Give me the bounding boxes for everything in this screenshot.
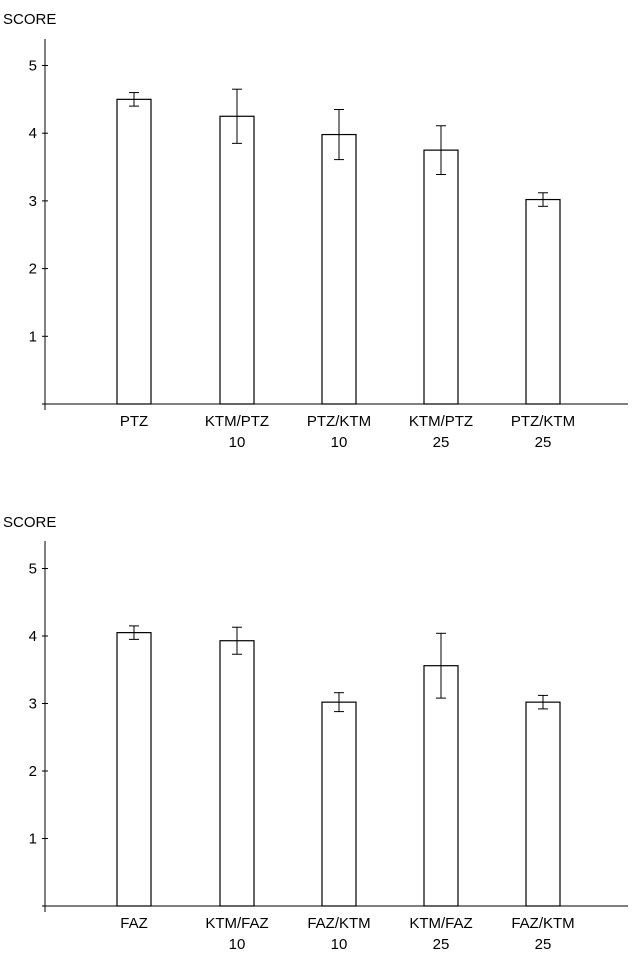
x-tick-label: PTZ/KTM xyxy=(511,413,575,430)
x-tick-label: 25 xyxy=(433,936,450,953)
x-tick-label: KTM/PTZ xyxy=(409,413,473,430)
y-tick-label: 4 xyxy=(29,125,37,142)
x-tick-label: PTZ xyxy=(120,413,148,430)
x-tick-label: KTM/FAZ xyxy=(205,915,268,932)
bar xyxy=(321,133,357,405)
bar xyxy=(423,149,459,405)
bar xyxy=(423,665,459,907)
x-tick-label: 10 xyxy=(331,936,348,953)
bar xyxy=(219,640,255,907)
y-axis-label: SCORE xyxy=(3,514,56,531)
x-tick-label: 25 xyxy=(433,434,450,451)
y-tick-label: 2 xyxy=(29,261,37,278)
chart-panel-2: SCORE 1 2 3 4 5 FAZ KTM/FAZ 10 FAZ/KTM 10 KTM/FAZ 25… xyxy=(3,514,628,953)
y-tick-label: 3 xyxy=(29,193,37,210)
bar xyxy=(116,98,152,405)
x-tick-label: 25 xyxy=(535,434,552,451)
y-tick-label: 5 xyxy=(29,561,37,578)
x-tick-label: KTM/PTZ xyxy=(205,413,269,430)
y-tick-label: 1 xyxy=(29,831,37,848)
x-tick-label: 25 xyxy=(535,936,552,953)
y-tick-label: 3 xyxy=(29,696,37,713)
x-tick-label: KTM/FAZ xyxy=(409,915,472,932)
x-tick-label: 10 xyxy=(229,434,246,451)
x-tick-label: PTZ/KTM xyxy=(307,413,371,430)
y-tick-label: 4 xyxy=(29,628,37,645)
chart-panel-1: SCORE 1 2 3 4 5 PTZ KTM/PTZ 10 PTZ/KTM 10 KTM/PTZ 25… xyxy=(3,11,628,451)
bar xyxy=(321,701,357,907)
x-tick-label: FAZ/KTM xyxy=(307,915,370,932)
x-tick-label: FAZ xyxy=(120,915,148,932)
x-tick-label: 10 xyxy=(229,936,246,953)
y-tick-label: 1 xyxy=(29,328,37,345)
y-tick-label: 2 xyxy=(29,763,37,780)
y-axis-label: SCORE xyxy=(3,11,56,28)
x-tick-label: FAZ/KTM xyxy=(511,915,574,932)
y-tick-label: 5 xyxy=(29,58,37,75)
x-tick-label: 10 xyxy=(331,434,348,451)
bar xyxy=(525,198,561,405)
bar xyxy=(116,632,152,907)
bar xyxy=(525,701,561,907)
bar xyxy=(219,115,255,405)
